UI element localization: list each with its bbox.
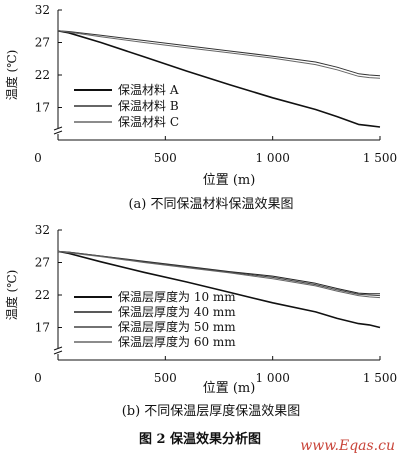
legend-label: 保温层厚度为 50 mm: [118, 319, 236, 334]
series-line-4: [57, 250, 381, 299]
y-axis-label: 温度 (℃): [4, 50, 19, 101]
legend-label: 保温层厚度为 60 mm: [118, 334, 236, 349]
y-tick-label: 32: [35, 3, 50, 17]
legend-label: 保温层厚度为 10 mm: [118, 289, 236, 304]
x-tick-label: 0: [34, 151, 42, 165]
y-tick-label: 32: [35, 223, 50, 237]
y-tick-label: 17: [35, 321, 50, 335]
y-tick-label: 17: [35, 101, 50, 115]
chart-panel-a: 0 500 1 000 1 500 17 22 27 32 温度 (℃) 位置 (m) (a) 不同…: [4, 3, 397, 212]
series-line-1: [57, 250, 381, 329]
x-axis-label: 位置 (m): [203, 173, 256, 188]
chart-title: (a) 不同保温材料保温效果图: [128, 197, 293, 212]
x-tick-label: 500: [154, 151, 177, 165]
x-tick-label: 1 500: [363, 371, 397, 385]
x-tick-label: 1 000: [255, 371, 289, 385]
legend-label: 保温材料 B: [118, 99, 179, 113]
y-tick-label: 27: [35, 256, 50, 270]
x-tick-label: 1 000: [255, 151, 289, 165]
chart-title: (b) 不同保温层厚度保温效果图: [122, 403, 301, 419]
axis-break-mark: [53, 346, 63, 355]
x-axis-label: 位置 (m): [203, 381, 256, 396]
watermark: www.Eqas.cu: [300, 438, 395, 454]
y-tick-label: 22: [35, 288, 50, 302]
chart-panel-b: 0 500 1 000 1 500 17 22 27 32 温度 (℃) 位置 (m) (b) 不同…: [4, 223, 397, 419]
x-tick-label: 1 500: [363, 151, 397, 165]
legend-label: 保温层厚度为 40 mm: [118, 304, 236, 319]
series-line-3: [57, 250, 381, 297]
figure-caption: 图 2 保温效果分析图: [139, 431, 261, 447]
series-line-1: [57, 30, 381, 128]
x-tick-label: 0: [34, 371, 42, 385]
y-axis-label: 温度 (℃): [4, 270, 19, 321]
axis-break-mark: [53, 126, 63, 135]
y-tick-label: 22: [35, 68, 50, 82]
y-tick-label: 27: [35, 36, 50, 50]
series-line-3: [57, 30, 381, 79]
legend-label: 保温材料 C: [118, 115, 179, 129]
x-tick-label: 500: [154, 371, 177, 385]
series-line-2: [57, 30, 381, 77]
legend-label: 保温材料 A: [118, 83, 179, 97]
